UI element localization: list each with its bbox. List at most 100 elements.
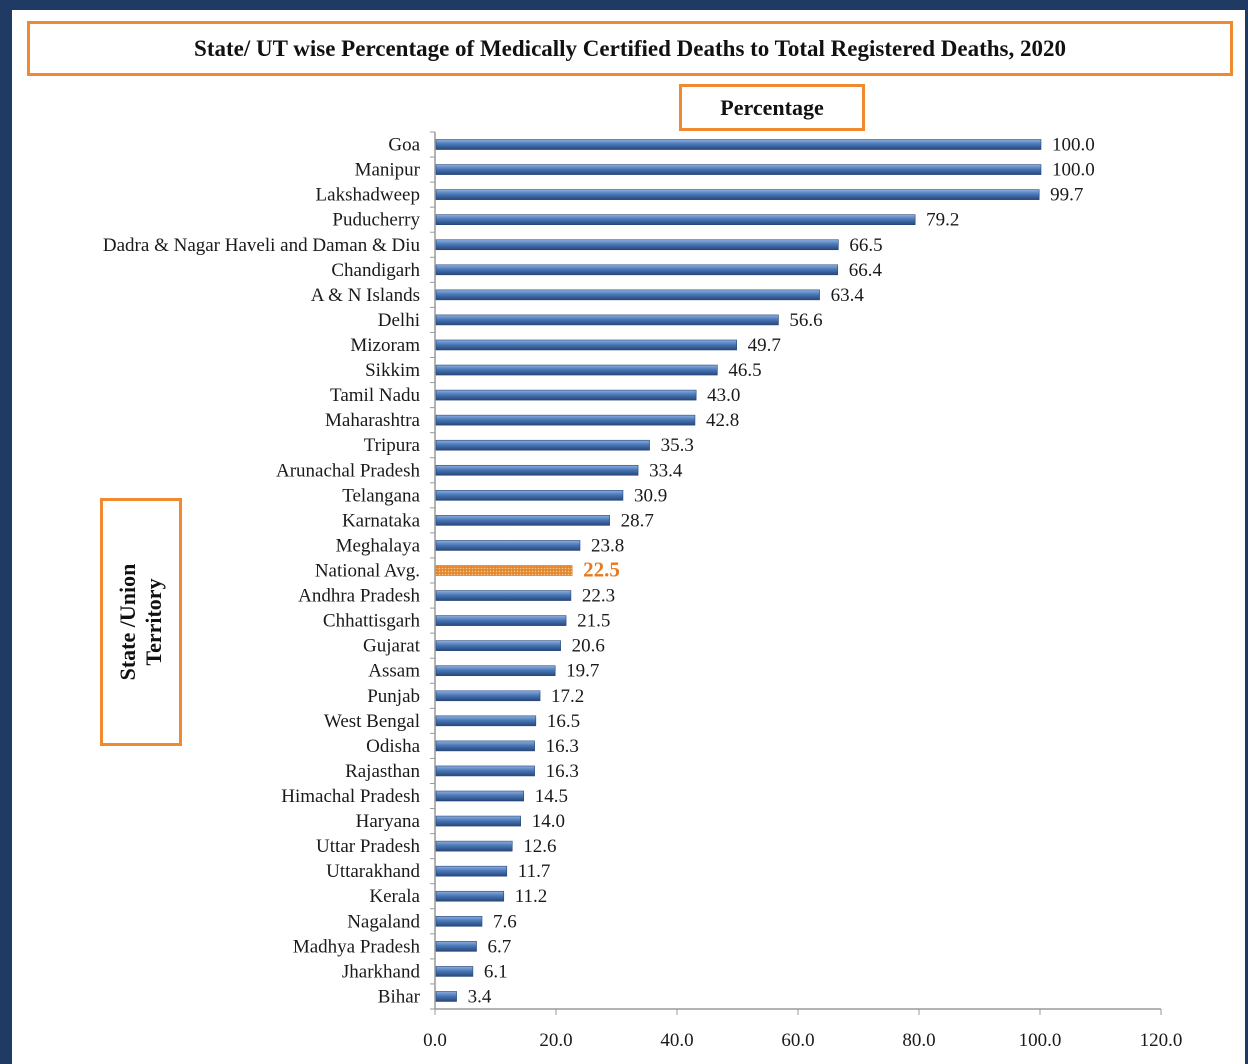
- category-label: Madhya Pradesh: [293, 936, 421, 957]
- value-label: 35.3: [661, 435, 694, 456]
- bar: [435, 915, 483, 927]
- category-label: Uttarakhand: [326, 861, 420, 882]
- value-label: 16.3: [546, 761, 579, 782]
- category-label: Tamil Nadu: [330, 385, 420, 406]
- bar: [435, 966, 474, 977]
- category-label: Mizoram: [350, 335, 420, 356]
- category-label: Goa: [388, 135, 420, 156]
- bar: [435, 164, 1042, 175]
- value-label: 12.6: [523, 836, 556, 857]
- value-label: 14.0: [532, 811, 565, 832]
- category-label: Arunachal Pradesh: [276, 460, 421, 481]
- category-label: Telangana: [342, 485, 420, 506]
- category-label: Rajasthan: [345, 761, 420, 782]
- x-tick-label: 0.0: [423, 1030, 447, 1051]
- category-label: Delhi: [378, 310, 420, 331]
- bar: [435, 565, 573, 576]
- category-label: Kerala: [369, 886, 420, 907]
- bar: [435, 840, 513, 852]
- category-label: Nagaland: [347, 911, 420, 932]
- x-tick-label: 100.0: [1019, 1030, 1062, 1051]
- category-label: Punjab: [367, 686, 420, 707]
- category-label: Andhra Pradesh: [298, 586, 420, 607]
- chart-title: State/ UT wise Percentage of Medically C…: [194, 35, 1066, 61]
- category-label: Uttar Pradesh: [316, 836, 420, 857]
- bar: [435, 790, 525, 802]
- category-label: Haryana: [356, 811, 421, 832]
- bar: [435, 941, 477, 952]
- category-label: Chandigarh: [331, 260, 420, 281]
- category-label: Karnataka: [342, 510, 421, 531]
- bar: [435, 991, 457, 1002]
- bar: [435, 690, 541, 702]
- value-label: 17.2: [551, 686, 584, 707]
- category-label: Tripura: [364, 435, 421, 456]
- bar: [435, 765, 535, 777]
- category-label: Odisha: [366, 736, 420, 757]
- bar: [435, 590, 572, 601]
- value-label: 43.0: [707, 385, 740, 406]
- bar: [435, 314, 779, 326]
- category-label: Puducherry: [332, 210, 420, 231]
- value-label: 20.6: [572, 636, 605, 657]
- category-label: Meghalaya: [336, 535, 421, 556]
- bar: [435, 640, 561, 651]
- value-label: 7.6: [493, 911, 517, 932]
- value-label: 100.0: [1052, 160, 1095, 181]
- category-label: National Avg.: [315, 561, 420, 582]
- value-label: 16.3: [546, 736, 579, 757]
- value-label: 46.5: [728, 360, 761, 381]
- value-label: 14.5: [535, 786, 568, 807]
- value-label: 42.8: [706, 410, 739, 431]
- value-label: 21.5: [577, 611, 610, 632]
- category-labels: Goa Manipur Lakshadweep Puducherry Dadra & N…: [103, 135, 421, 1008]
- bar: [435, 439, 650, 451]
- bar: [435, 239, 839, 251]
- value-label: 23.8: [591, 535, 624, 556]
- bar: [435, 364, 718, 376]
- value-label: 66.5: [849, 235, 882, 256]
- value-label: 63.4: [831, 285, 865, 306]
- axes: [430, 131, 1162, 1015]
- category-label: Himachal Pradesh: [281, 786, 420, 807]
- bar: [435, 815, 521, 827]
- category-label: Lakshadweep: [316, 185, 420, 206]
- category-label: A & N Islands: [311, 285, 420, 306]
- bar: [435, 339, 737, 351]
- bar: [435, 490, 624, 501]
- value-label: 33.4: [649, 460, 683, 481]
- x-axis-label: Percentage: [720, 94, 824, 120]
- bar: [435, 715, 537, 727]
- value-label: 66.4: [849, 260, 883, 281]
- value-label: 3.4: [468, 986, 492, 1007]
- x-tick-label: 80.0: [902, 1030, 935, 1051]
- value-label: 22.3: [582, 586, 615, 607]
- value-label: 22.5: [583, 558, 620, 582]
- x-tick-label: 120.0: [1140, 1030, 1183, 1051]
- bar: [435, 890, 505, 902]
- x-tick-label: 20.0: [539, 1030, 572, 1051]
- value-label: 16.5: [547, 711, 580, 732]
- bar: [435, 665, 556, 677]
- value-labels: 100.0 100.0 99.7 79.2 66.5 66.4 63.4 56.6 49.7 46…: [468, 135, 1095, 1008]
- bar: [435, 139, 1042, 150]
- value-label: 79.2: [926, 210, 959, 231]
- x-axis-label-box: Percentage: [679, 84, 865, 131]
- bar: [435, 740, 535, 752]
- value-label: 19.7: [566, 661, 599, 682]
- value-label: 6.7: [488, 936, 512, 957]
- x-tick-label: 60.0: [781, 1030, 814, 1051]
- bar: [435, 615, 567, 626]
- category-label: Maharashtra: [325, 410, 421, 431]
- x-tick-labels: 0.0 20.0 40.0 60.0 80.0 100.0 120.0: [423, 1030, 1182, 1051]
- value-label: 100.0: [1052, 135, 1095, 156]
- category-label: Chhattisgarh: [323, 611, 421, 632]
- value-label: 56.6: [789, 310, 822, 331]
- bar: [435, 464, 639, 476]
- category-label: Assam: [368, 661, 420, 682]
- value-label: 6.1: [484, 961, 508, 982]
- bar: [435, 389, 697, 401]
- category-label: Manipur: [355, 160, 421, 181]
